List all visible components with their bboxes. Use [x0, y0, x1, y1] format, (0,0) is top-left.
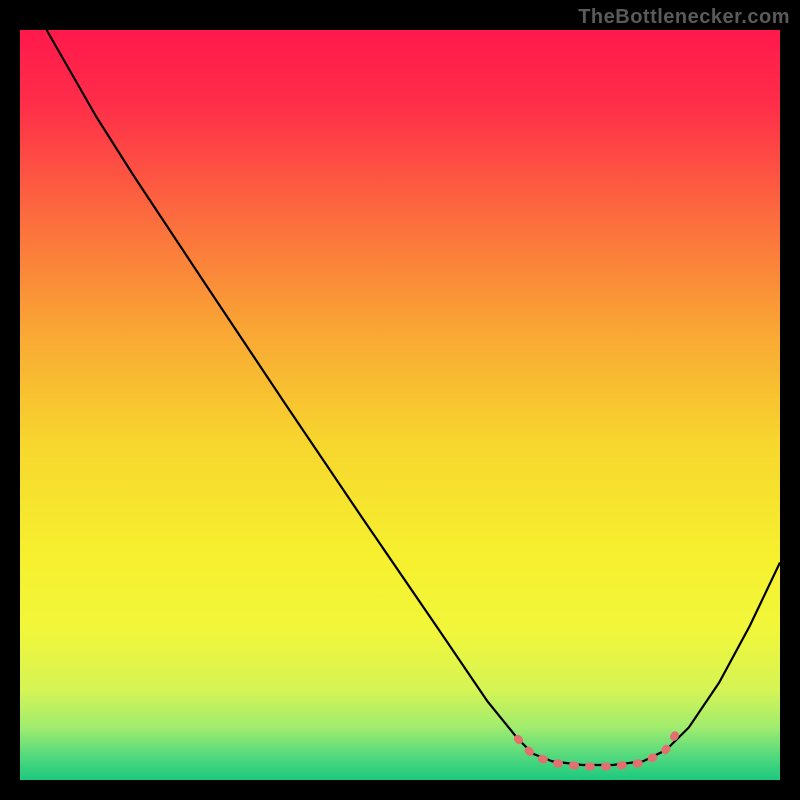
- plot-area: [20, 30, 780, 780]
- chart-container: TheBottlenecker.com: [0, 0, 800, 800]
- watermark-text: TheBottlenecker.com: [578, 6, 790, 29]
- chart-svg: [20, 30, 780, 780]
- gradient-background: [20, 30, 780, 780]
